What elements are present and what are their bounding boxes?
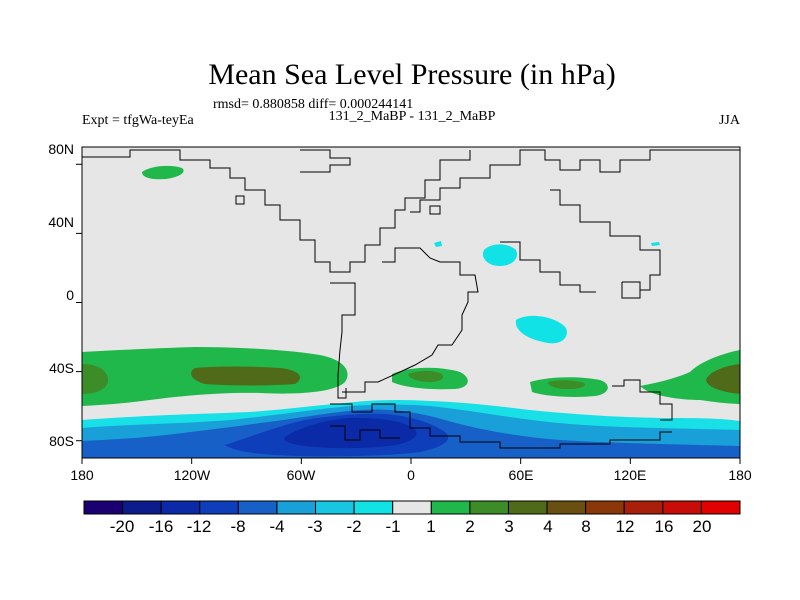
colorbar-label: 20 xyxy=(693,517,712,536)
colorbar-box xyxy=(507,500,548,515)
coastline-middle-east xyxy=(500,241,596,293)
colorbar-box xyxy=(315,500,355,515)
colorbar-label: -16 xyxy=(149,517,174,536)
coastline-antarctica xyxy=(330,403,672,449)
coastline-africa xyxy=(342,247,479,393)
contour-band-deep-blue xyxy=(284,417,417,449)
contour-indian-high-core xyxy=(548,380,586,389)
colorbar-label: 4 xyxy=(543,517,552,536)
colorbar-label: 16 xyxy=(655,517,674,536)
coastline-south-america xyxy=(330,282,356,399)
colorbar: -20 -16 -12 -8 -4 -3 -2 -1 1 2 3 4 8 12 … xyxy=(83,500,741,536)
experiment-label: Expt = tfgWa-teyEa xyxy=(82,113,195,128)
colorbar-box xyxy=(276,500,317,515)
difference-label: 131_2_MaBP - 131_2_MaBP xyxy=(329,109,496,124)
y-tick-label: 80N xyxy=(48,141,74,157)
x-tick-label: 0 xyxy=(407,467,415,483)
colorbar-label: -2 xyxy=(346,517,361,536)
x-tick-label: 60W xyxy=(287,467,317,483)
y-tick-label: 0 xyxy=(66,287,74,303)
colorbar-label: 12 xyxy=(616,517,635,536)
colorbar-label: -12 xyxy=(187,517,212,536)
x-tick-label: 180 xyxy=(728,467,752,483)
colorbar-label: -1 xyxy=(385,517,400,536)
chart-title: Mean Sea Level Pressure (in hPa) xyxy=(208,58,615,91)
contour-central-asia-low xyxy=(482,244,518,266)
colorbar-label: -3 xyxy=(307,517,322,536)
contour-east-pacific-high xyxy=(640,350,740,404)
colorbar-label: -20 xyxy=(110,517,135,536)
stats-label: rmsd= 0.880858 diff= 0.000244141 xyxy=(213,97,413,112)
colorbar-box xyxy=(160,500,201,515)
colorbar-label: 1 xyxy=(426,517,435,536)
colorbar-box xyxy=(430,500,471,515)
colorbar-box xyxy=(237,500,278,515)
colorbar-box xyxy=(546,500,587,515)
y-tick-label: 80S xyxy=(49,433,74,449)
season-label: JJA xyxy=(719,113,741,128)
colorbar-box xyxy=(353,500,394,515)
coastline-north-america xyxy=(82,149,471,273)
contour-atlantic-high-core xyxy=(408,370,444,382)
x-tick-label: 180 xyxy=(70,467,94,483)
coastline-antarctica-inner xyxy=(330,425,400,441)
x-axis: 180 120W 60W 0 60E 120E 180 xyxy=(70,458,752,483)
coastlines xyxy=(82,149,740,449)
y-tick-label: 40N xyxy=(48,214,74,230)
colorbar-box xyxy=(469,500,509,515)
contour-small-low-west xyxy=(434,241,442,247)
map-panel xyxy=(81,146,741,459)
colorbar-box xyxy=(623,500,664,515)
y-axis: 80N 40N 0 40S 80S xyxy=(48,141,82,449)
y-tick-lines xyxy=(76,163,82,442)
colorbar-label: 3 xyxy=(504,517,513,536)
contour-arctic-high xyxy=(142,165,184,180)
contour-pacific-high-inner xyxy=(82,364,108,394)
colorbar-box xyxy=(700,500,741,515)
colorbar-label: 8 xyxy=(581,517,590,536)
contour-pacific-high-core xyxy=(191,366,300,386)
x-tick-label: 60E xyxy=(509,467,534,483)
coastline-small-islands xyxy=(235,195,641,298)
colorbar-box xyxy=(585,500,625,515)
x-tick-label: 120E xyxy=(614,467,647,483)
colorbar-label: -8 xyxy=(230,517,245,536)
colorbar-box xyxy=(199,500,239,515)
coastline-greenland xyxy=(300,149,351,173)
colorbar-label: -4 xyxy=(269,517,284,536)
colorbar-box xyxy=(662,500,702,515)
colorbar-labels: -20 -16 -12 -8 -4 -3 -2 -1 1 2 3 4 8 12 … xyxy=(110,517,712,536)
contour-indian-ocean-low xyxy=(515,315,567,344)
y-tick-label: 40S xyxy=(49,360,74,376)
coastline-australia xyxy=(612,379,673,421)
x-tick-lines xyxy=(81,458,741,464)
coastline-eurasia xyxy=(410,149,740,213)
colorbar-box xyxy=(392,500,432,515)
contour-east-pacific-high-core xyxy=(706,364,740,394)
x-tick-label: 120W xyxy=(174,467,211,483)
colorbar-boxes xyxy=(83,500,741,515)
contour-small-low-east xyxy=(651,242,660,246)
colorbar-label: 2 xyxy=(465,517,474,536)
colorbar-box xyxy=(122,500,162,515)
colorbar-box xyxy=(83,500,124,515)
